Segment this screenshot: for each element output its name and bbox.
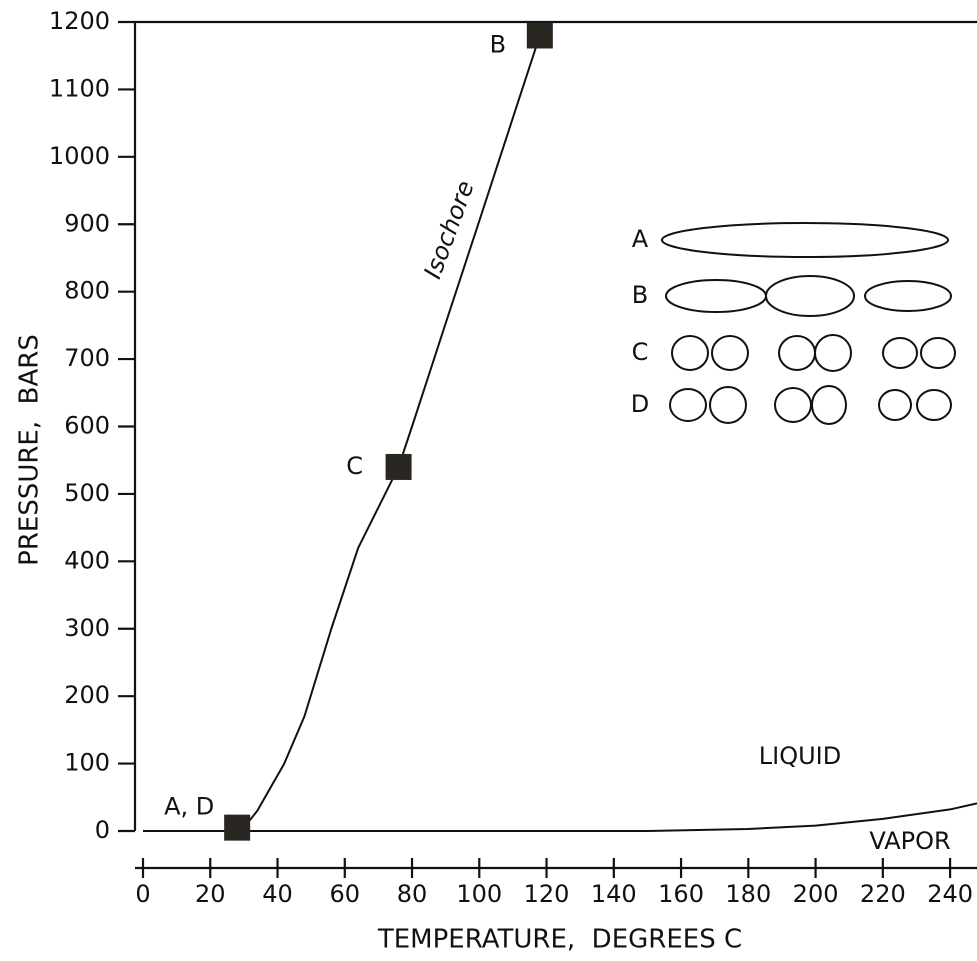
y-tick-label: 500 bbox=[64, 479, 110, 507]
x-tick-label: 240 bbox=[927, 880, 973, 908]
drop bbox=[882, 337, 918, 369]
drop bbox=[765, 275, 855, 317]
y-tick-label: 300 bbox=[64, 614, 110, 642]
drop bbox=[661, 222, 949, 258]
drop bbox=[878, 389, 912, 421]
y-tick-label: 1000 bbox=[49, 142, 110, 170]
curve-label: Isochore bbox=[418, 177, 479, 282]
y-tick-label: 800 bbox=[64, 277, 110, 305]
x-tick-label: 0 bbox=[135, 880, 150, 908]
region-label: LIQUID bbox=[759, 742, 841, 770]
drop bbox=[920, 337, 956, 369]
drop bbox=[711, 335, 749, 371]
region-label: VAPOR bbox=[869, 827, 950, 855]
y-tick-label: 400 bbox=[64, 546, 110, 574]
y-tick-label: 0 bbox=[95, 816, 110, 844]
x-tick-label: 100 bbox=[456, 880, 502, 908]
x-tick-label: 200 bbox=[793, 880, 839, 908]
x-tick-label: 180 bbox=[725, 880, 771, 908]
inset-label: A bbox=[632, 225, 649, 253]
state-marker bbox=[224, 814, 251, 841]
drop bbox=[814, 334, 852, 372]
point-label: C bbox=[346, 452, 363, 480]
y-tick-label: 600 bbox=[64, 412, 110, 440]
drop bbox=[864, 280, 952, 312]
curve bbox=[143, 802, 977, 832]
drop bbox=[811, 385, 847, 425]
drop bbox=[665, 279, 767, 313]
state-marker bbox=[385, 453, 412, 480]
x-tick-label: 160 bbox=[658, 880, 704, 908]
x-tick-label: 220 bbox=[860, 880, 906, 908]
y-tick-label: 900 bbox=[64, 209, 110, 237]
inset: A B C D bbox=[631, 222, 956, 425]
y-tick-label: 1100 bbox=[49, 74, 110, 102]
y-tick-label: 200 bbox=[64, 681, 110, 709]
drop bbox=[778, 335, 816, 371]
x-tick-label: 120 bbox=[524, 880, 570, 908]
state-marker bbox=[526, 22, 553, 49]
x-tick-label: 20 bbox=[195, 880, 226, 908]
drop bbox=[709, 386, 747, 424]
inset-label: C bbox=[632, 338, 649, 366]
y-tick-label: 700 bbox=[64, 344, 110, 372]
curve bbox=[243, 35, 541, 829]
y-tick-label: 100 bbox=[64, 749, 110, 777]
y-axis-label: PRESSURE, BARS bbox=[15, 334, 45, 566]
point-label: A, D bbox=[164, 793, 214, 821]
inset-label: B bbox=[632, 281, 648, 309]
drop bbox=[916, 389, 952, 421]
x-tick-label: 140 bbox=[591, 880, 637, 908]
point-label: B bbox=[490, 30, 506, 58]
y-tick-label: 1200 bbox=[49, 7, 110, 35]
drop bbox=[669, 388, 707, 422]
x-tick-label: 80 bbox=[397, 880, 428, 908]
drop bbox=[774, 387, 812, 423]
x-tick-label: 40 bbox=[262, 880, 293, 908]
inset-label: D bbox=[631, 390, 649, 418]
x-axis-label: TEMPERATURE, DEGREES C bbox=[377, 925, 742, 955]
x-tick-label: 60 bbox=[330, 880, 361, 908]
drop bbox=[671, 335, 709, 371]
